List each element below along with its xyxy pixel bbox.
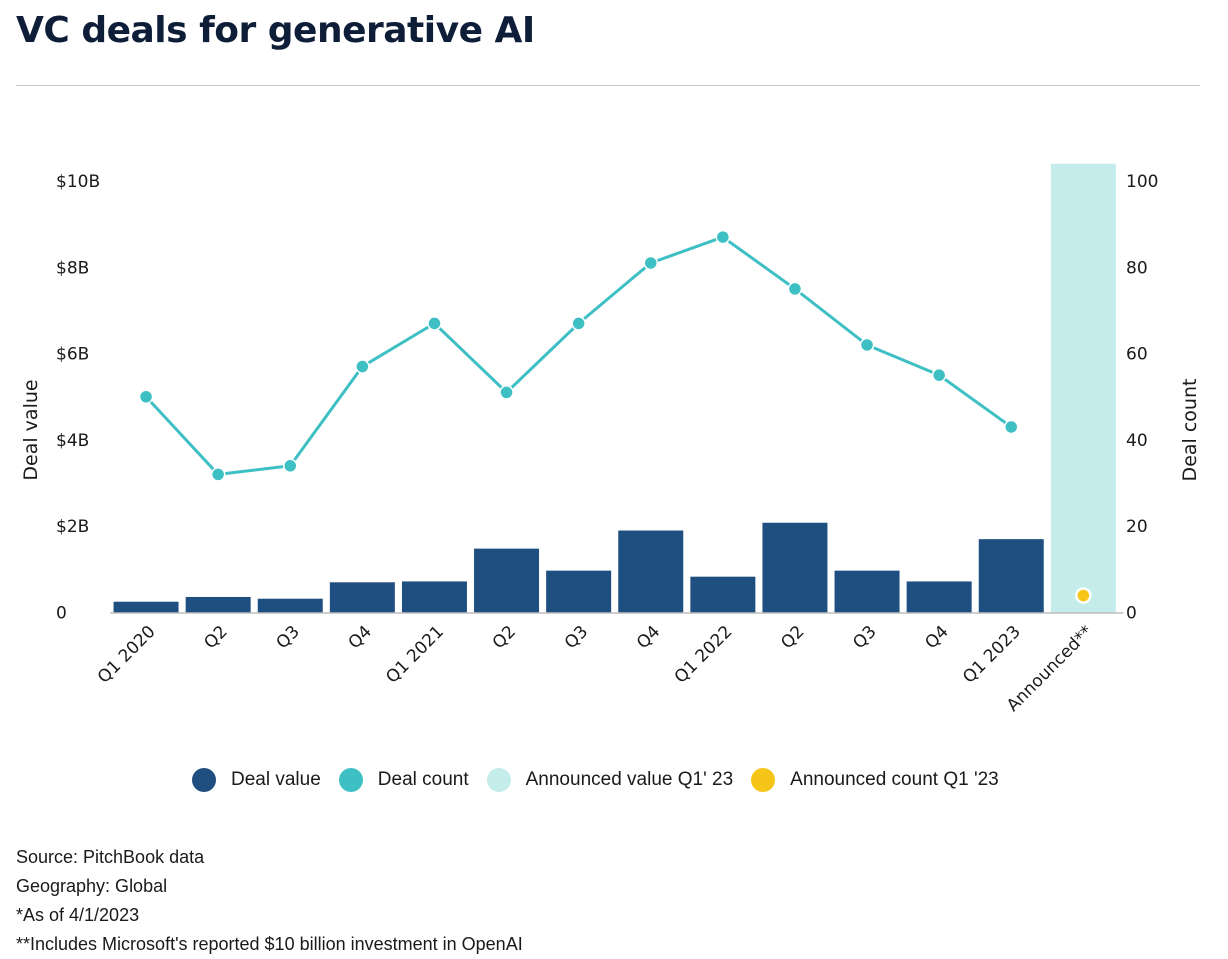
left-tick-label: $6B (56, 345, 89, 365)
legend-item-deal-value: Deal value (192, 768, 321, 792)
announced-value-swatch-icon (486, 768, 511, 792)
deal-value-bar (906, 581, 972, 613)
deal-count-series-line (144, 235, 1013, 476)
legend: Deal value Deal count Announced value Q1… (192, 768, 1017, 792)
deal-value-bar (113, 601, 179, 613)
deal-value-bar (690, 576, 756, 613)
deal-count-point (571, 316, 586, 331)
x-tick-label: Q1 2021 (382, 622, 448, 688)
x-tick-label: Q1 2022 (671, 622, 737, 688)
deal-value-bar (401, 581, 467, 613)
geography-note: Geography: Global (16, 876, 168, 896)
deal-count-point (643, 255, 658, 271)
legend-item-announced-value: Announced value Q1' 23 (486, 768, 734, 792)
deal-value-bar (762, 522, 828, 613)
left-tick-label: $8B (56, 258, 89, 278)
legend-label: Deal count (377, 769, 469, 790)
legend-item-announced-count: Announced count Q1 '23 (751, 768, 999, 792)
deal-count-point (787, 281, 803, 297)
legend-item-deal-count: Deal count (338, 768, 469, 792)
source-note: Source: PitchBook data (16, 847, 205, 867)
chart-notes: Source: PitchBook data Geography: Global… (16, 843, 523, 959)
deal-value-bars (113, 522, 1044, 613)
deal-value-swatch-icon (192, 768, 216, 792)
deal-value-bar (834, 570, 900, 613)
deal-value-bar (257, 598, 323, 613)
right-axis-title: Deal count (1179, 379, 1201, 482)
x-tick-label: Q4 (633, 622, 664, 653)
x-tick-label: Q3 (561, 622, 592, 653)
x-tick-label: Q1 2020 (94, 622, 160, 688)
deal-value-bar (618, 530, 684, 613)
right-tick-label: 80 (1126, 258, 1148, 278)
announced-count-point (1075, 587, 1092, 604)
left-tick-label: $10B (56, 172, 100, 192)
deal-count-point (138, 389, 154, 404)
right-axis-ticks: 0 20 40 60 80 100 (1126, 172, 1158, 624)
footnote: **Includes Microsoft's reported $10 bill… (16, 934, 523, 954)
deal-count-point (283, 458, 298, 474)
announced-count-swatch-icon (751, 768, 776, 792)
x-tick-label: Q3 (273, 622, 304, 653)
right-tick-label: 0 (1126, 604, 1137, 624)
deal-value-bar (546, 570, 612, 613)
right-tick-label: 20 (1126, 517, 1148, 537)
right-tick-label: 100 (1126, 172, 1158, 192)
deal-count-point (859, 337, 875, 353)
x-tick-label: Q4 (345, 622, 376, 653)
x-tick-label: Q4 (921, 622, 952, 653)
deal-value-bar (474, 548, 540, 613)
deal-count-swatch-icon (338, 768, 363, 792)
deal-count-point (355, 359, 370, 374)
left-tick-label: $4B (56, 431, 89, 451)
x-tick-label: Q2 (200, 622, 231, 653)
deal-count-point (715, 229, 731, 245)
left-axis-ticks: 0 $2B $4B $6B $8B $10B (56, 172, 100, 624)
right-tick-label: 60 (1126, 345, 1148, 365)
left-axis-title: Deal value (20, 379, 42, 480)
x-tick-label: Q3 (849, 622, 880, 653)
deal-count-point (499, 385, 514, 400)
announced-value-bar (1050, 163, 1116, 613)
announced-layer (1050, 163, 1116, 613)
deal-count-point (427, 316, 442, 331)
deal-value-bar (978, 539, 1044, 613)
x-tick-label: Q1 2023 (959, 622, 1025, 688)
legend-label: Deal value (231, 769, 321, 790)
legend-label: Announced value Q1' 23 (525, 769, 734, 790)
deal-value-bar (185, 596, 251, 613)
left-tick-label: 0 (56, 604, 67, 624)
chart-title: VC deals for generative AI (16, 10, 535, 51)
left-tick-label: $2B (56, 517, 89, 537)
deal-count-point (210, 467, 226, 482)
legend-label: Announced count Q1 '23 (790, 769, 999, 790)
right-tick-label: 40 (1126, 431, 1148, 451)
title-divider (16, 85, 1200, 86)
deal-count-point (931, 367, 947, 383)
deal-value-bar (329, 582, 395, 613)
as-of-note: *As of 4/1/2023 (16, 905, 140, 925)
x-tick-label: Q2 (489, 622, 520, 653)
x-tick-label: Q2 (777, 622, 808, 653)
deal-count-line (138, 229, 1092, 604)
chart-canvas: 0 $2B $4B $6B $8B $10B 0 20 40 60 80 100 Q1 2020 Q2… (20, 163, 1201, 716)
deal-count-point (1004, 419, 1019, 435)
x-axis-ticks: Q1 2020 Q2 Q3 Q4 Q1 2021 Q2 Q3 Q4 Q1 2022 Q2 Q3 Q4 Q… (94, 622, 1097, 716)
